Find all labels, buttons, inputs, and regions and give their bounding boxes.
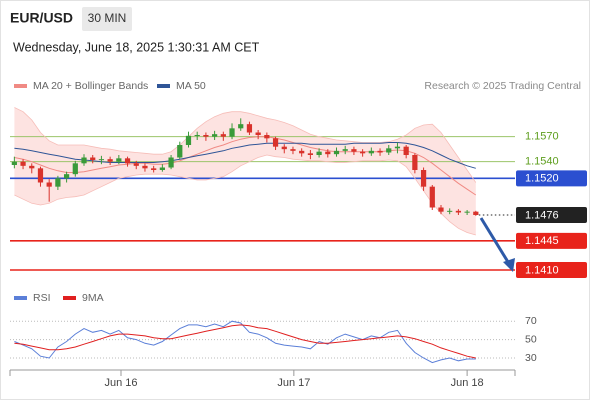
legend-label: MA 20 + Bollinger Bands bbox=[33, 80, 148, 92]
candle-body bbox=[11, 161, 17, 165]
candle-body bbox=[420, 170, 427, 187]
candle-body bbox=[142, 165, 148, 169]
candle-body bbox=[124, 158, 131, 164]
candle-body bbox=[403, 146, 409, 155]
level-label: 1.1520 bbox=[525, 173, 559, 185]
x-tick-label: Jun 18 bbox=[451, 377, 484, 389]
timeframe: 30 MIN bbox=[88, 11, 127, 25]
timeframe-badge bbox=[82, 7, 132, 31]
candle-body bbox=[29, 165, 35, 169]
candle-body bbox=[272, 138, 279, 147]
candle-body bbox=[20, 161, 26, 166]
candle-body bbox=[429, 186, 435, 208]
datetime: Wednesday, June 18, 2025 1:30:31 AM CET bbox=[13, 40, 260, 54]
candle-body bbox=[46, 182, 52, 187]
level-box bbox=[516, 170, 587, 187]
candle-body bbox=[316, 151, 322, 155]
bollinger-upper bbox=[14, 107, 477, 183]
level-box bbox=[516, 262, 587, 278]
forecast-arrow bbox=[479, 217, 510, 263]
indicator-line bbox=[14, 320, 476, 364]
candle-body bbox=[203, 135, 209, 137]
bollinger-lower bbox=[14, 154, 476, 236]
candle-body bbox=[63, 174, 70, 179]
candle-body bbox=[116, 158, 122, 162]
legend-label: MA 50 bbox=[176, 80, 206, 92]
candle-body bbox=[177, 145, 183, 158]
legend-swatch bbox=[63, 296, 76, 300]
level-label: 1.1410 bbox=[525, 264, 559, 276]
y-tick-label: 70 bbox=[525, 315, 537, 327]
level-box bbox=[516, 232, 587, 249]
level-label: 1.1570 bbox=[525, 131, 559, 143]
candle-body bbox=[159, 167, 165, 170]
candle-body bbox=[246, 124, 253, 133]
x-tick-label: Jun 16 bbox=[104, 377, 137, 389]
candle-body bbox=[98, 159, 105, 161]
candle-body bbox=[394, 146, 401, 149]
candle-body bbox=[351, 149, 357, 152]
candle-body bbox=[264, 135, 270, 139]
candle-body bbox=[342, 149, 348, 151]
legend-label: RSI bbox=[33, 292, 51, 304]
candle-body bbox=[464, 211, 470, 213]
plot: 1.1570 1.1540 1.1520 1.1476 1.1445 1.1410 MA 2… bbox=[10, 80, 587, 389]
ma-line bbox=[14, 136, 477, 196]
forecast-arrow-head bbox=[503, 258, 515, 272]
indicator-line bbox=[14, 324, 476, 359]
y-tick-label: 50 bbox=[525, 333, 537, 345]
ma-line bbox=[14, 142, 476, 169]
level-label: 1.1476 bbox=[525, 209, 559, 221]
candle-body bbox=[360, 151, 366, 154]
level-label: 1.1445 bbox=[525, 235, 559, 247]
candle-body bbox=[333, 150, 340, 155]
legend-label: 9MA bbox=[82, 292, 104, 304]
candle-body bbox=[238, 124, 244, 129]
candle-body bbox=[55, 178, 61, 187]
candle-body bbox=[299, 150, 305, 154]
candle-body bbox=[307, 153, 313, 155]
bollinger-fill bbox=[14, 107, 476, 235]
candle-body bbox=[185, 135, 192, 145]
legend-swatch bbox=[14, 84, 27, 88]
candle-body bbox=[386, 148, 392, 153]
source: Research © 2025 Trading Central bbox=[424, 80, 581, 92]
candle-body bbox=[72, 163, 78, 175]
legend-swatch bbox=[157, 84, 170, 88]
candle-body bbox=[368, 150, 374, 154]
candle-body bbox=[281, 146, 287, 150]
candle-body bbox=[229, 128, 235, 137]
y-tick-label: 30 bbox=[525, 352, 537, 364]
candle-body bbox=[255, 132, 261, 135]
candle-body bbox=[455, 210, 462, 213]
symbol: EUR/USD bbox=[10, 10, 73, 26]
level-label: 1.1540 bbox=[525, 156, 559, 168]
candle-body bbox=[194, 135, 200, 136]
candle-body bbox=[290, 149, 296, 151]
candle-body bbox=[81, 157, 87, 164]
candle-body bbox=[412, 155, 418, 170]
candle-body bbox=[438, 207, 444, 212]
candle-body bbox=[212, 134, 218, 137]
candle-body bbox=[37, 168, 44, 183]
candle-body bbox=[151, 168, 157, 170]
candle-body bbox=[133, 163, 139, 166]
candle-body bbox=[107, 159, 113, 162]
x-tick-label: Jun 17 bbox=[277, 377, 310, 389]
candle-body bbox=[447, 210, 453, 212]
candle-body bbox=[90, 157, 96, 160]
level-box bbox=[516, 207, 587, 223]
legend-swatch bbox=[14, 296, 27, 300]
candle-body bbox=[220, 134, 226, 137]
candle-body bbox=[377, 150, 383, 153]
candle-body bbox=[325, 151, 331, 155]
candle-body bbox=[168, 157, 174, 168]
candle-body bbox=[473, 211, 479, 215]
